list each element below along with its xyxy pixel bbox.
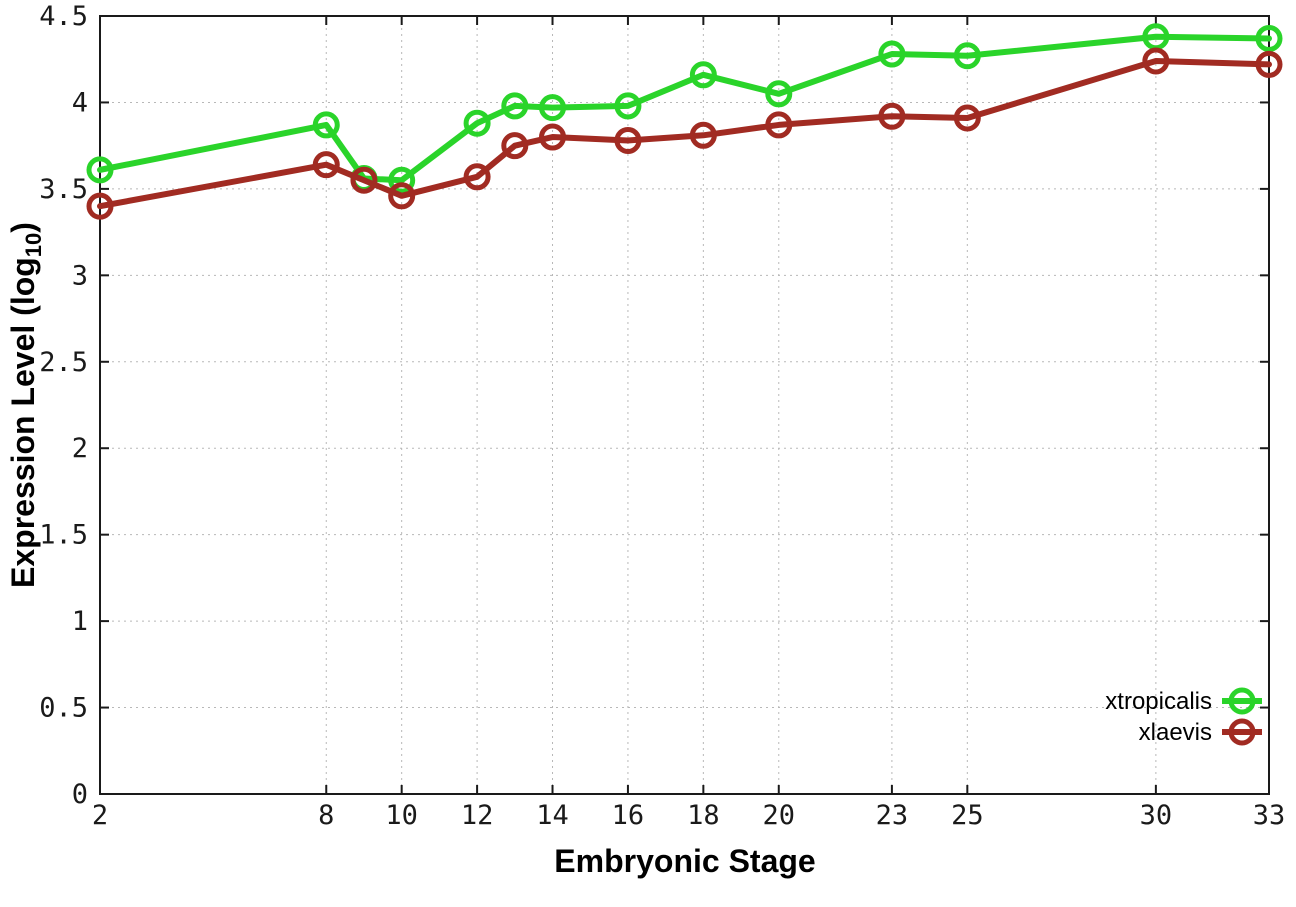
data-point-marker-xtropicalis — [689, 61, 717, 89]
x-tick-label: 33 — [1253, 800, 1286, 831]
legend-label-xlaevis: xlaevis — [1139, 719, 1212, 746]
data-point-marker-xtropicalis — [388, 166, 416, 194]
y-tick-label: 0.5 — [39, 693, 88, 724]
data-point-marker-xtropicalis — [312, 111, 340, 139]
y-axis-title-subscript: 10 — [21, 233, 46, 257]
y-tick-label: 3 — [72, 260, 88, 291]
y-tick-label: 1 — [72, 606, 88, 637]
data-point-marker-xlaevis — [463, 163, 491, 191]
x-tick-label: 25 — [951, 800, 984, 831]
data-point-marker-xtropicalis — [614, 92, 642, 120]
data-point-marker-xtropicalis — [501, 92, 529, 120]
data-point-marker-xlaevis — [1142, 47, 1170, 75]
x-tick-label: 23 — [876, 800, 909, 831]
x-tick-label: 16 — [612, 800, 645, 831]
x-tick-label: 20 — [763, 800, 796, 831]
data-point-marker-xlaevis — [614, 126, 642, 154]
legend-marker-samples — [1222, 687, 1262, 746]
legend-label-xtropicalis: xtropicalis — [1105, 688, 1212, 715]
x-tick-label: 30 — [1140, 800, 1173, 831]
y-tick-label: 4 — [72, 87, 88, 118]
data-point-marker-xlaevis — [86, 192, 114, 220]
plot-border — [99, 15, 1270, 795]
y-tick-label: 0 — [72, 779, 88, 810]
data-point-marker-xlaevis — [878, 102, 906, 130]
y-axis-title-main: Expression Level (log — [5, 257, 41, 588]
x-tick-label: 12 — [461, 800, 494, 831]
data-point-marker-xlaevis — [388, 182, 416, 210]
data-point-marker-xlaevis — [1255, 50, 1283, 78]
x-tick-label: 8 — [318, 800, 334, 831]
axis-ticks — [99, 15, 1270, 795]
y-tick-label: 4.5 — [39, 1, 88, 32]
y-tick-labels: 0 0.5 1 1.5 2 2.5 3 3.5 4 4.5 — [39, 1, 88, 810]
x-tick-label: 2 — [92, 800, 108, 831]
data-point-marker-xlaevis — [312, 151, 340, 179]
y-tick-label: 1.5 — [39, 520, 88, 551]
data-point-marker-xlaevis — [953, 104, 981, 132]
series-xtropicalis — [86, 23, 1283, 194]
data-point-marker-xtropicalis — [765, 80, 793, 108]
y-tick-label: 2 — [72, 433, 88, 464]
x-axis-title: Embryonic Stage — [554, 843, 815, 879]
data-point-marker-xlaevis — [350, 166, 378, 194]
x-tick-labels: 2 8 10 12 14 16 18 20 23 25 30 33 — [92, 800, 1285, 831]
data-point-marker-xtropicalis — [878, 40, 906, 68]
legend-sample-marker-xtropicalis — [1228, 687, 1256, 715]
legend-sample-marker-xlaevis — [1228, 718, 1256, 746]
data-point-marker-xtropicalis — [463, 109, 491, 137]
x-tick-label: 10 — [385, 800, 418, 831]
data-point-marker-xtropicalis — [953, 42, 981, 70]
y-tick-label: 2.5 — [39, 347, 88, 378]
x-tick-label: 14 — [536, 800, 569, 831]
y-tick-label: 3.5 — [39, 174, 88, 205]
data-point-marker-xlaevis — [539, 123, 567, 151]
data-point-marker-xtropicalis — [1255, 24, 1283, 52]
data-point-marker-xtropicalis — [539, 94, 567, 122]
data-series — [86, 23, 1283, 220]
data-point-marker-xtropicalis — [86, 156, 114, 184]
series-xlaevis — [86, 47, 1283, 220]
y-axis-title-close: ) — [5, 222, 41, 233]
series-line-xtropicalis — [97, 33, 1272, 184]
y-axis-title: Expression Level (log10) — [5, 222, 46, 588]
data-point-marker-xlaevis — [501, 132, 529, 160]
grid-lines — [100, 16, 1269, 794]
legend: xtropicalis xlaevis — [1105, 687, 1262, 746]
data-point-marker-xlaevis — [689, 121, 717, 149]
data-point-marker-xlaevis — [765, 111, 793, 139]
x-tick-label: 18 — [687, 800, 720, 831]
